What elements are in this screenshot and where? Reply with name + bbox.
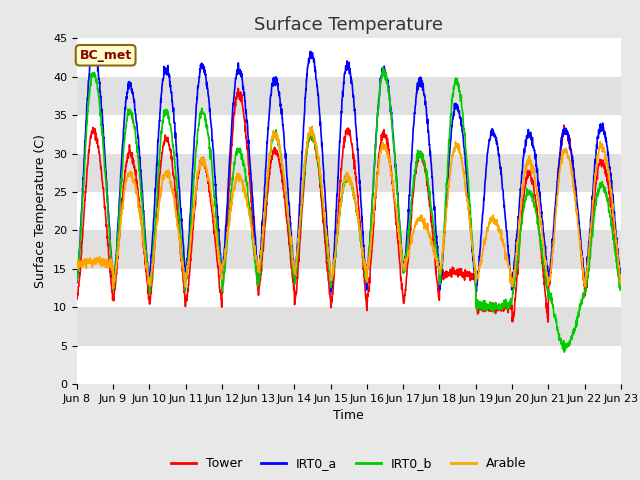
IRT0_a	[327, 289, 335, 295]
IRT0_a	[508, 278, 515, 284]
IRT0_a	[570, 164, 577, 170]
IRT0_a	[90, 44, 97, 49]
Arable	[109, 286, 117, 291]
Arable	[377, 150, 385, 156]
Tower	[376, 142, 384, 147]
Tower	[570, 165, 577, 171]
Arable	[225, 224, 232, 229]
Arable	[365, 262, 372, 267]
Arable	[508, 276, 515, 281]
Arable	[308, 123, 316, 129]
IRT0_b	[379, 65, 387, 71]
Tower	[365, 285, 372, 291]
Tower	[234, 85, 242, 91]
Line: IRT0_b: IRT0_b	[77, 68, 621, 352]
Tower	[584, 262, 592, 268]
Bar	[77, 38, 621, 77]
Bar	[77, 346, 621, 384]
IRT0_a	[377, 79, 385, 85]
Tower	[507, 303, 515, 309]
Legend: Tower, IRT0_a, IRT0_b, Arable: Tower, IRT0_a, IRT0_b, Arable	[166, 453, 532, 476]
IRT0_a	[73, 280, 81, 286]
Arable	[570, 184, 577, 190]
IRT0_b	[570, 331, 577, 337]
Tower	[544, 319, 552, 325]
IRT0_a	[225, 175, 232, 180]
Bar	[77, 154, 621, 192]
IRT0_a	[365, 247, 372, 252]
Arable	[584, 255, 592, 261]
Title: Surface Temperature: Surface Temperature	[254, 16, 444, 34]
Line: IRT0_a: IRT0_a	[77, 47, 621, 292]
IRT0_b	[617, 288, 625, 293]
IRT0_a	[584, 247, 592, 253]
X-axis label: Time: Time	[333, 409, 364, 422]
IRT0_b	[376, 86, 384, 92]
Tower	[73, 296, 81, 301]
IRT0_b	[507, 301, 515, 307]
Line: Arable: Arable	[77, 126, 621, 288]
IRT0_b	[225, 221, 232, 227]
IRT0_b	[365, 258, 372, 264]
Bar	[77, 230, 621, 269]
Bar	[77, 77, 621, 115]
Arable	[73, 261, 81, 266]
IRT0_b	[561, 349, 568, 355]
Bar	[77, 269, 621, 307]
Tower	[225, 197, 232, 203]
IRT0_a	[617, 277, 625, 283]
Text: BC_met: BC_met	[79, 49, 132, 62]
Bar	[77, 192, 621, 230]
Bar	[77, 115, 621, 154]
Tower	[617, 287, 625, 292]
Y-axis label: Surface Temperature (C): Surface Temperature (C)	[35, 134, 47, 288]
IRT0_b	[584, 262, 592, 268]
Bar	[77, 307, 621, 346]
Line: Tower: Tower	[77, 88, 621, 322]
IRT0_b	[73, 277, 81, 283]
Arable	[617, 281, 625, 287]
